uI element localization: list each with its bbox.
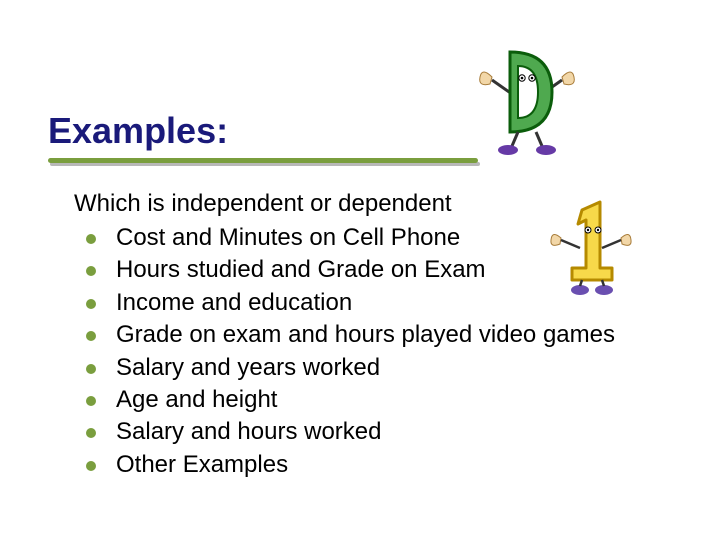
title-underline xyxy=(48,158,478,166)
slide: Examples: Which is independent or depend… xyxy=(0,0,720,540)
underline-main xyxy=(48,158,478,163)
slide-title: Examples: xyxy=(48,110,228,152)
list-item: Salary and hours worked xyxy=(86,416,674,448)
list-item: Grade on exam and hours played video gam… xyxy=(86,319,674,351)
list-item: Other Examples xyxy=(86,449,674,481)
list-item: Age and height xyxy=(86,384,674,416)
list-item: Salary and years worked xyxy=(86,352,674,384)
clipart-shrug-character-icon xyxy=(472,22,582,162)
clipart-number-character-icon xyxy=(546,190,636,300)
title-area: Examples: xyxy=(48,110,228,152)
